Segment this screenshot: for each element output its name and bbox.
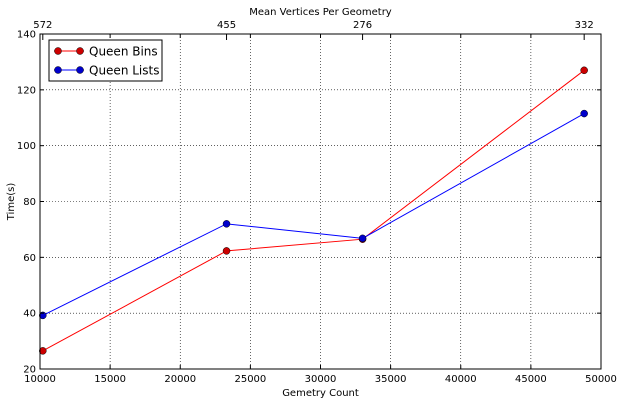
data-point [358, 234, 367, 243]
data-point [222, 247, 231, 255]
x-tick-label: 20000 [164, 374, 196, 385]
top-tick-label: 276 [353, 20, 372, 31]
series-line [42, 113, 585, 316]
x-tick-label: 10000 [24, 374, 56, 385]
x-tick-label: 15000 [94, 374, 126, 385]
legend-marker [54, 47, 62, 55]
y-axis-label: Time(s) [6, 183, 17, 222]
y-tick-label: 20 [23, 365, 36, 376]
legend-box [48, 39, 163, 82]
y-tick-label: 140 [17, 30, 36, 41]
y-tick-label: 60 [23, 253, 36, 264]
x-tick-label: 50000 [585, 374, 617, 385]
top-tick-label: 455 [217, 20, 236, 31]
legend-marker [54, 66, 62, 74]
top-axis-label: Mean Vertices Per Geometry [249, 7, 392, 18]
data-point [222, 220, 231, 228]
data-point [580, 109, 588, 118]
legend-label: Queen Bins [89, 45, 158, 59]
legend-marker [76, 66, 84, 74]
y-tick-label: 80 [23, 197, 36, 208]
grid [40, 34, 601, 369]
y-tick-label: 40 [23, 309, 36, 320]
series-layer [39, 66, 588, 355]
x-tick-label: 40000 [445, 374, 477, 385]
legend-marker [76, 47, 84, 55]
x-tick-label: 45000 [515, 374, 547, 385]
x-tick-label: 30000 [305, 374, 337, 385]
x-axis-label: Gemetry Count [282, 388, 359, 399]
series-line [42, 69, 585, 352]
data-point [580, 66, 588, 75]
top-tick-label: 332 [575, 20, 594, 31]
x-tick-label: 25000 [234, 374, 266, 385]
data-point [39, 347, 47, 355]
ticks: 10000 15000 20000 25000 30000 35000 40000 45000… [17, 20, 617, 385]
y-tick-label: 100 [17, 141, 36, 152]
top-tick-label: 572 [33, 20, 52, 31]
legend: Queen Bins Queen Lists [48, 39, 163, 82]
y-tick-label: 120 [17, 85, 36, 96]
x-tick-label: 35000 [375, 374, 407, 385]
legend-label: Queen Lists [89, 64, 159, 78]
